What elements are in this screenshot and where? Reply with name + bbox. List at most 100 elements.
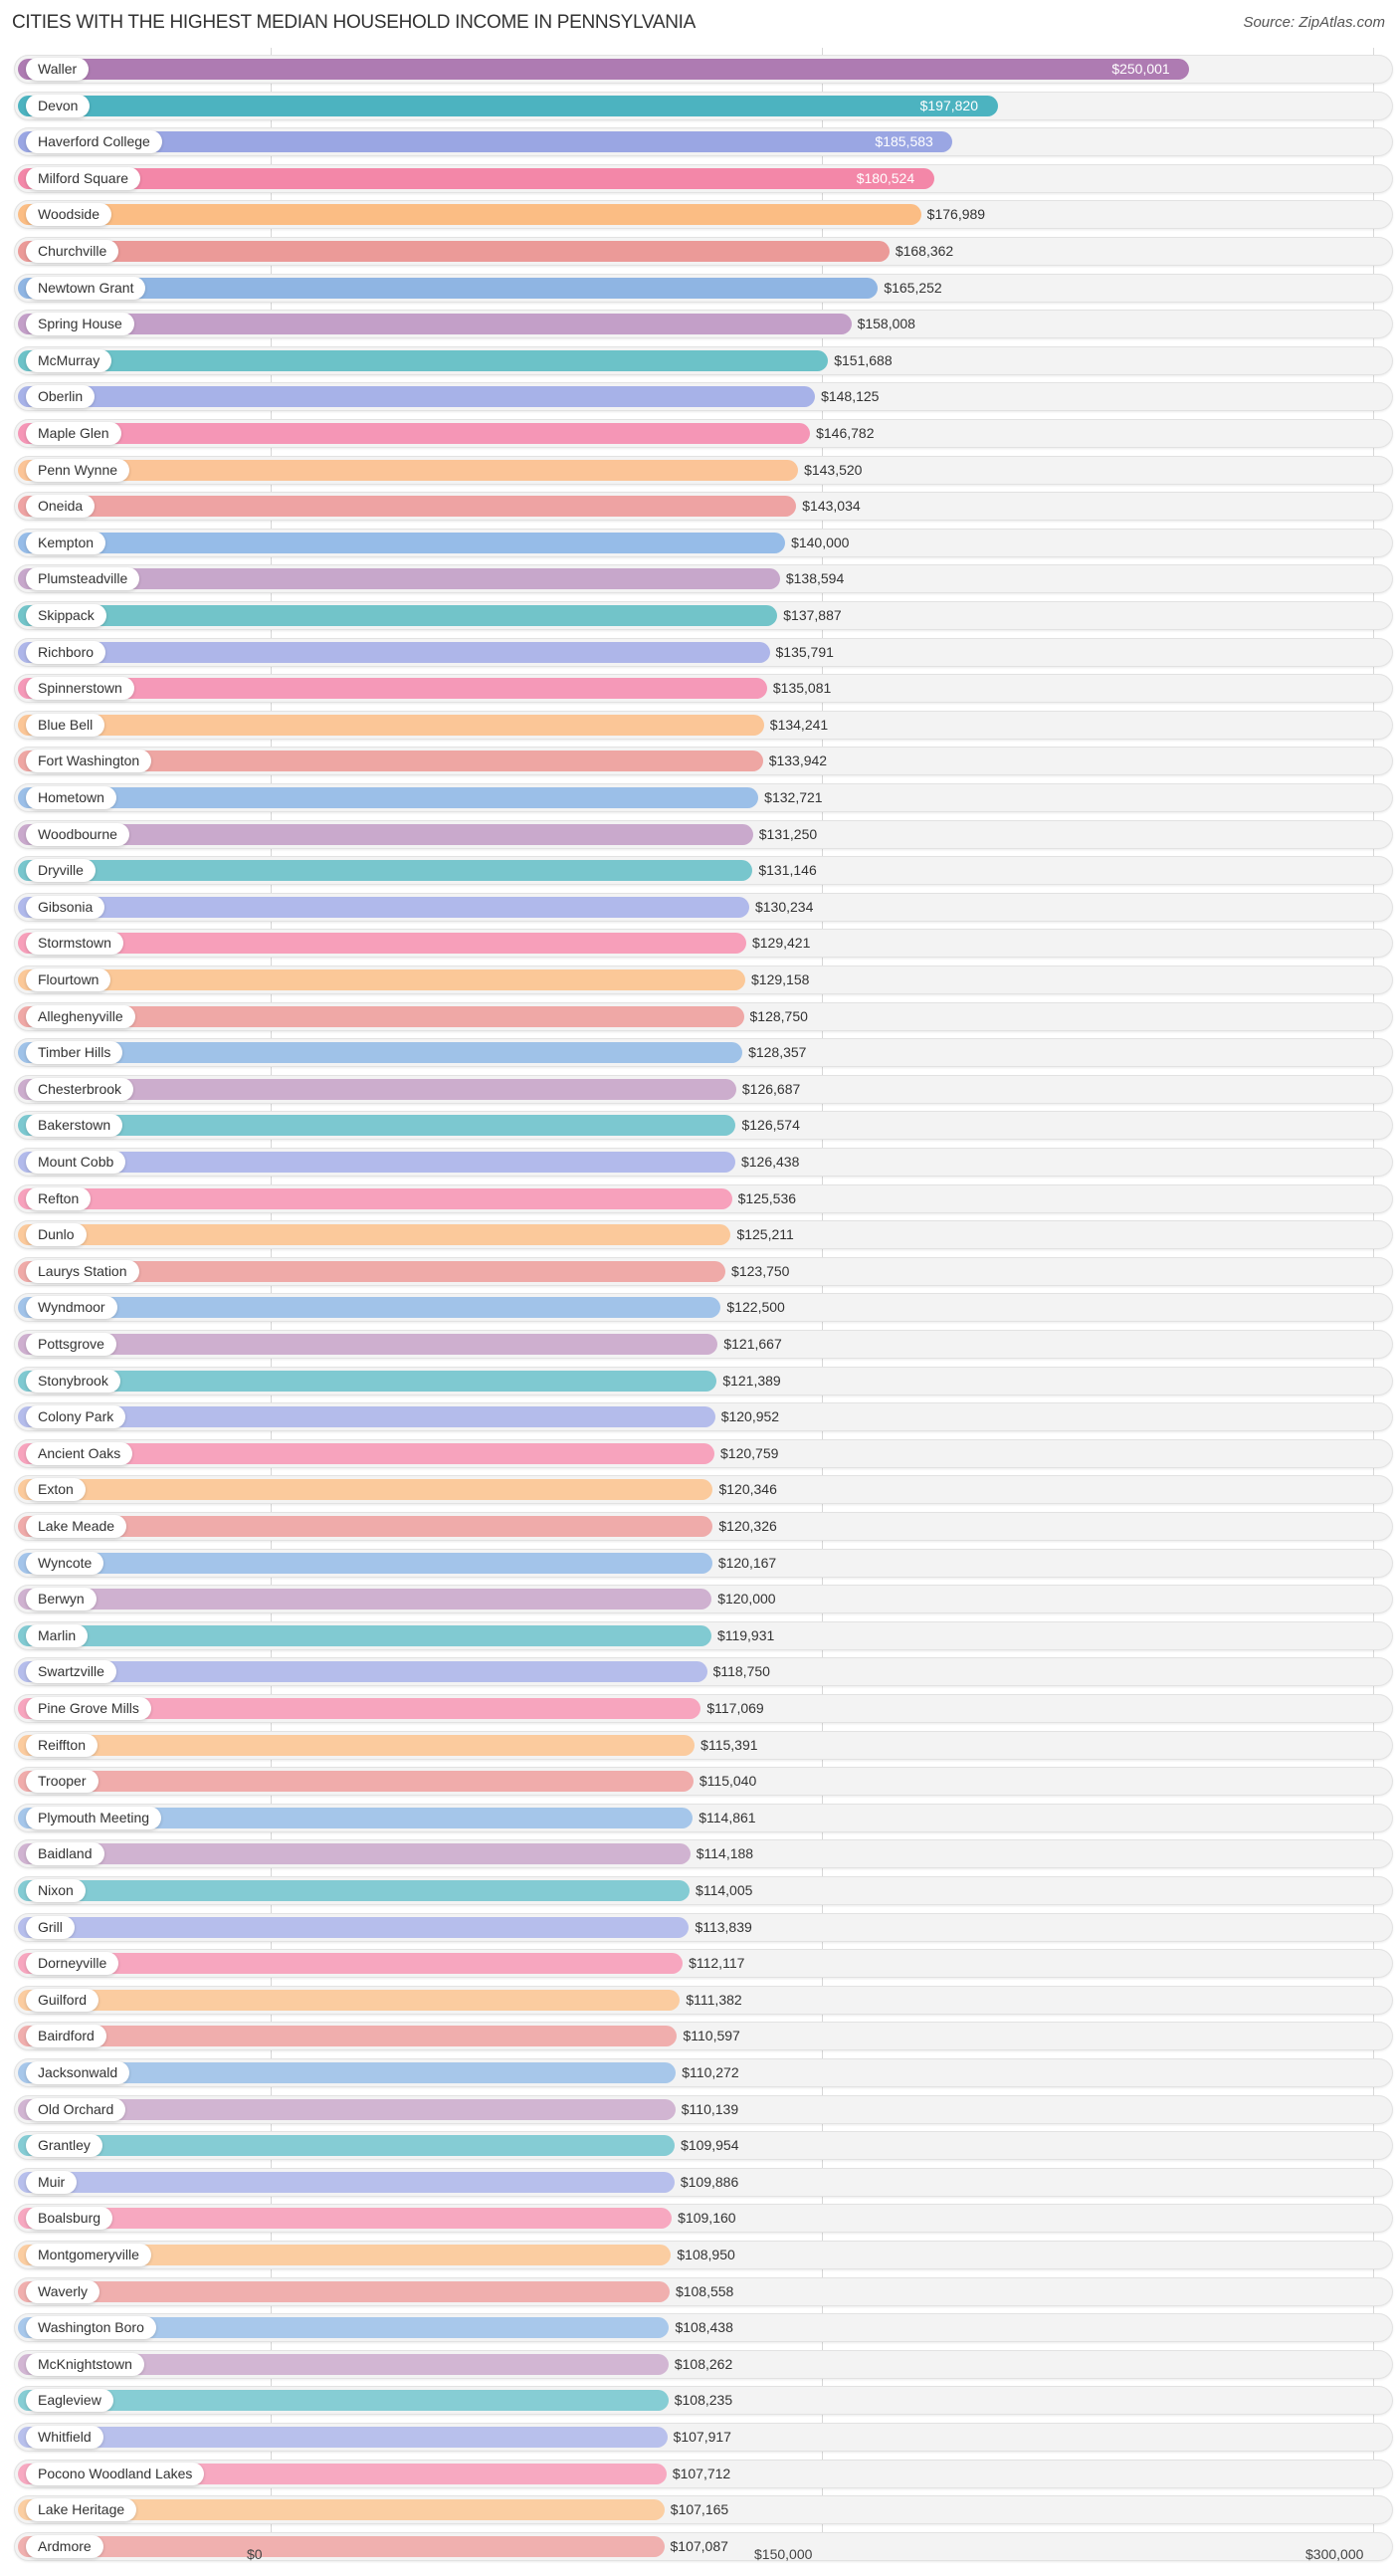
bar-row: Skippack $137,887	[14, 601, 1393, 630]
bar-row: Marlin $119,931	[14, 1620, 1393, 1650]
value-label: $108,950	[677, 2247, 735, 2262]
category-label: McKnightstown	[26, 2352, 144, 2376]
value-label: $120,167	[717, 1554, 777, 1571]
bar-row: Dorneyville $112,117	[14, 1949, 1393, 1979]
bar-row: Berwyn $120,000	[14, 1585, 1393, 1614]
category-label: Whitfield	[26, 2426, 103, 2449]
category-label: Haverford College	[26, 130, 162, 154]
category-label: Lake Heritage	[26, 2498, 137, 2522]
bar-row: Pottsgrove $121,667	[14, 1330, 1393, 1359]
value-label: $114,861	[699, 1809, 756, 1825]
bar	[18, 459, 799, 481]
bar-row: Colony Park $120,952	[14, 1402, 1393, 1432]
value-label: $131,250	[758, 825, 818, 842]
bar	[18, 1989, 681, 2011]
bar-row: Reiffton $115,391	[14, 1730, 1393, 1760]
value-label: $120,346	[718, 1481, 777, 1498]
value-label: $121,667	[723, 1336, 782, 1352]
bar-row: Alleghenyville $128,750	[14, 1001, 1393, 1031]
bar	[18, 2062, 677, 2083]
category-label: Wyncote	[26, 1551, 104, 1575]
category-label: Colony Park	[26, 1405, 126, 1429]
category-label: Plumsteadville	[26, 567, 140, 591]
value-label: $120,952	[720, 1408, 780, 1425]
bar	[18, 496, 797, 518]
bar-row: Laurys Station $123,750	[14, 1256, 1393, 1286]
category-label: Baidland	[26, 1842, 104, 1866]
category-label: Dunlo	[26, 1223, 87, 1247]
chart-title: CITIES WITH THE HIGHEST MEDIAN HOUSEHOLD…	[12, 12, 697, 33]
bar-row: Chesterbrook $126,687	[14, 1074, 1393, 1104]
bar	[18, 605, 778, 626]
category-label: Kempton	[26, 531, 106, 554]
category-label: Blue Bell	[26, 713, 105, 737]
bar	[18, 1078, 736, 1100]
category-label: Lake Meade	[26, 1515, 127, 1538]
category-label: Berwyn	[26, 1588, 97, 1611]
category-label: Maple Glen	[26, 422, 121, 445]
category-label: Plymouth Meeting	[26, 1806, 162, 1829]
category-label: Grill	[26, 1915, 75, 1939]
category-label: Spring House	[26, 313, 134, 336]
value-label: $165,252	[884, 279, 942, 296]
bar	[18, 349, 829, 371]
bar	[18, 314, 852, 335]
bar-row: Blue Bell $134,241	[14, 710, 1393, 740]
value-label: $115,391	[700, 1736, 758, 1753]
bar	[18, 1953, 684, 1975]
bar	[18, 2353, 669, 2375]
bar-row: Refton $125,536	[14, 1183, 1393, 1213]
value-label: $158,008	[857, 316, 915, 332]
bar-row: Spring House $158,008	[14, 310, 1393, 339]
bar	[18, 2098, 676, 2120]
category-label: Marlin	[26, 1623, 89, 1647]
category-label: Spinnerstown	[26, 677, 134, 701]
value-label: $125,211	[736, 1226, 794, 1243]
bar-row: Newtown Grant $165,252	[14, 273, 1393, 303]
bar-row: Kempton $140,000	[14, 528, 1393, 557]
value-label: $168,362	[895, 243, 954, 259]
bar-row: Nixon $114,005	[14, 1876, 1393, 1905]
value-label: $131,146	[758, 862, 817, 879]
bar-row: Ancient Oaks $120,759	[14, 1438, 1393, 1468]
bar-row: Bairdford $110,597	[14, 2022, 1393, 2051]
bar	[18, 678, 767, 700]
bar	[18, 1442, 714, 1464]
category-label: Guilford	[26, 1988, 100, 2012]
bar-row: Oneida $143,034	[14, 492, 1393, 522]
value-label: $126,438	[740, 1154, 800, 1170]
bar	[18, 823, 753, 845]
category-label: Milford Square	[26, 166, 141, 190]
bar	[18, 933, 746, 955]
category-label: Ancient Oaks	[26, 1441, 133, 1465]
value-label: $110,272	[682, 2064, 739, 2080]
bar	[18, 95, 998, 116]
bar-row: Waller $250,001	[14, 55, 1393, 84]
value-label: $114,005	[696, 1882, 753, 1898]
bar	[18, 787, 759, 808]
bar	[18, 1624, 711, 1646]
value-label: $112,117	[689, 1955, 745, 1972]
bar	[18, 1807, 694, 1828]
bar-row: Plymouth Meeting $114,861	[14, 1803, 1393, 1832]
bar-row: Pocono Woodland Lakes $107,712	[14, 2459, 1393, 2488]
value-label: $108,438	[675, 2319, 733, 2336]
bar-row: Spinnerstown $135,081	[14, 674, 1393, 704]
bar-row: Montgomeryville $108,950	[14, 2241, 1393, 2269]
bar-row: Gibsonia $130,234	[14, 892, 1393, 922]
value-label: $114,188	[696, 1845, 754, 1862]
category-label: Waverly	[26, 2279, 100, 2303]
value-label: $146,782	[816, 425, 875, 441]
value-label: $120,000	[717, 1591, 776, 1608]
bar-row: Bakerstown $126,574	[14, 1111, 1393, 1141]
value-label: $135,791	[775, 643, 834, 660]
value-label: $107,712	[672, 2465, 731, 2481]
category-label: Hometown	[26, 786, 116, 809]
category-label: Washington Boro	[26, 2316, 156, 2340]
category-label: Mount Cobb	[26, 1151, 126, 1174]
bar	[18, 423, 811, 444]
category-label: Muir	[26, 2170, 78, 2194]
value-label: $121,389	[722, 1372, 781, 1389]
value-label: $108,558	[675, 2282, 734, 2299]
value-label: $126,687	[741, 1080, 801, 1097]
